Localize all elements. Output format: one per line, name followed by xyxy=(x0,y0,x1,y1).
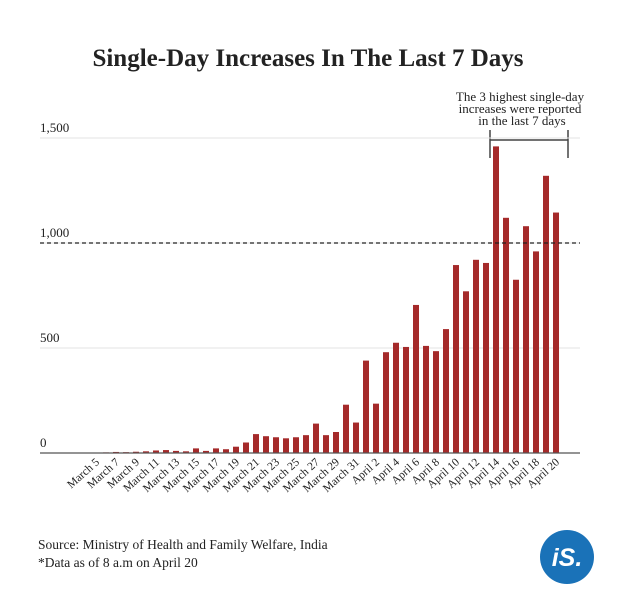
bar xyxy=(283,438,289,453)
y-tick-label: 500 xyxy=(40,330,60,345)
bar xyxy=(343,404,349,453)
annotation: The 3 highest single-day xyxy=(456,89,585,104)
bar xyxy=(333,432,339,453)
bar xyxy=(433,351,439,453)
bar xyxy=(413,304,419,453)
annotation: increases were reported xyxy=(459,101,582,116)
logo: iS. xyxy=(552,544,583,572)
bar xyxy=(423,345,429,453)
bar xyxy=(553,212,559,453)
bar xyxy=(543,175,549,454)
note: *Data as of 8 a.m on April 20 xyxy=(38,555,198,570)
bar xyxy=(453,265,459,453)
y-tick-label: 1,000 xyxy=(40,225,69,240)
bar xyxy=(223,449,229,453)
bar xyxy=(193,448,199,453)
bar xyxy=(183,451,189,453)
bar xyxy=(293,437,299,453)
bar xyxy=(303,435,309,453)
bar xyxy=(253,434,259,453)
bar xyxy=(203,450,209,453)
annotation-bracket xyxy=(489,130,569,158)
y-tick-label: 0 xyxy=(40,435,47,450)
bar xyxy=(363,360,369,453)
bar xyxy=(493,146,499,453)
bar xyxy=(513,279,519,453)
bar xyxy=(163,450,169,453)
bar xyxy=(243,442,249,453)
bar xyxy=(523,226,529,453)
bar xyxy=(403,346,409,453)
bar xyxy=(143,451,149,453)
bar xyxy=(323,435,329,453)
bar xyxy=(533,251,539,453)
bar xyxy=(213,448,219,453)
bar xyxy=(373,403,379,453)
bar xyxy=(503,217,509,453)
logo-badge xyxy=(540,530,594,584)
bar xyxy=(383,352,389,453)
bar xyxy=(133,451,139,453)
bar xyxy=(173,450,179,453)
annotation: in the last 7 days xyxy=(478,113,565,128)
bar xyxy=(393,342,399,453)
chart-title: Single-Day Increases In The Last 7 Days xyxy=(92,45,523,72)
bar xyxy=(313,423,319,453)
bar xyxy=(233,446,239,453)
bar xyxy=(353,422,359,453)
source: Source: Ministry of Health and Family We… xyxy=(38,537,328,552)
bar xyxy=(153,450,159,453)
bar xyxy=(463,291,469,453)
bar xyxy=(273,437,279,453)
bar xyxy=(473,259,479,453)
y-tick-label: 1,500 xyxy=(40,120,69,135)
bar xyxy=(263,436,269,453)
bar xyxy=(483,262,489,453)
bar xyxy=(443,329,449,453)
